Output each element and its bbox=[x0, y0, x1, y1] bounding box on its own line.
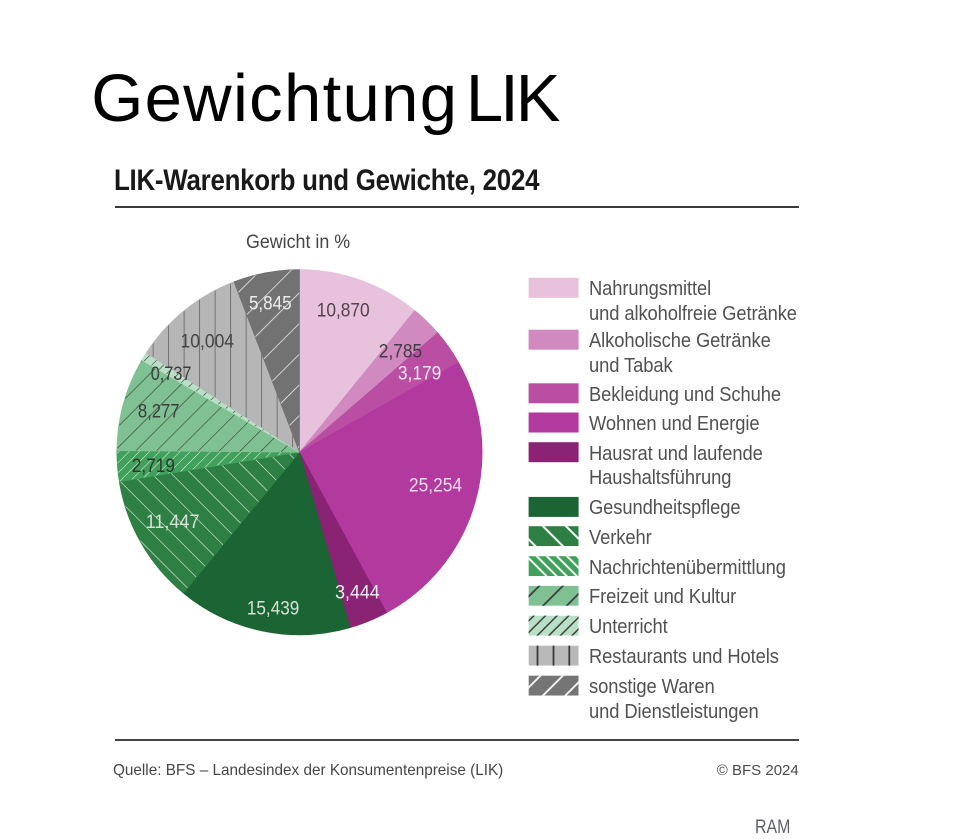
svg-text:15,439: 15,439 bbox=[247, 597, 300, 619]
svg-text:8,277: 8,277 bbox=[138, 401, 180, 423]
svg-text:5,845: 5,845 bbox=[249, 293, 292, 315]
svg-text:3,444: 3,444 bbox=[335, 582, 380, 604]
svg-text:11,447: 11,447 bbox=[146, 511, 200, 533]
svg-text:3,179: 3,179 bbox=[398, 363, 442, 385]
svg-text:25,254: 25,254 bbox=[409, 475, 462, 497]
svg-text:2,719: 2,719 bbox=[132, 455, 175, 477]
svg-text:2,785: 2,785 bbox=[379, 341, 423, 363]
svg-text:0,737: 0,737 bbox=[151, 363, 192, 385]
svg-text:10,004: 10,004 bbox=[181, 330, 235, 352]
svg-text:10,870: 10,870 bbox=[317, 300, 370, 322]
